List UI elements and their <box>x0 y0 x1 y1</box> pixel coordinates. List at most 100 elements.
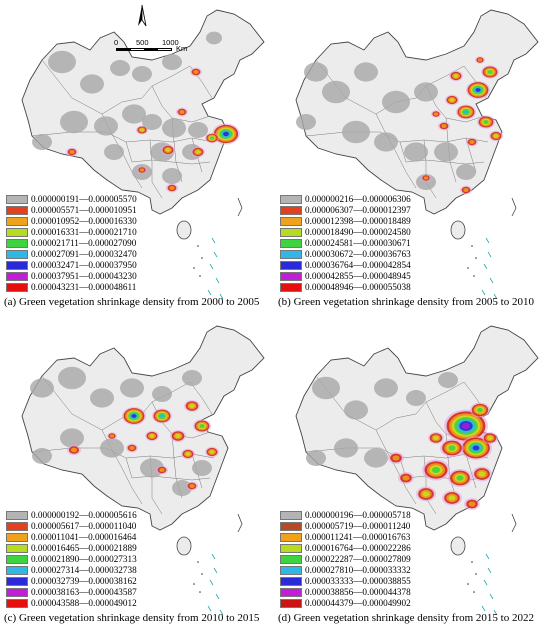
legend-label: 0.000011241—0.000016763 <box>305 532 411 542</box>
legend-swatch <box>280 239 302 248</box>
legend-item: 0.000044379—0.000049902 <box>280 598 470 609</box>
legend-item: 0.000021711—0.000027090 <box>6 238 196 249</box>
south-china-sea-islands <box>467 237 498 300</box>
legend-item: 0.000011041—0.000016464 <box>6 532 196 543</box>
caption: (a) Green vegetation shrinkage density f… <box>4 296 260 308</box>
map-panel-d: 0.000000196—0.000005718 0.000005719—0.000… <box>276 318 548 630</box>
legend-item: 0.000043588—0.000049012 <box>6 598 196 609</box>
density-hotspots <box>296 56 503 195</box>
south-china-sea-islands <box>193 553 224 616</box>
legend-item: 0.000006307—0.000012397 <box>280 205 470 216</box>
scale-tick-0: 0 <box>114 38 119 47</box>
scale-unit: Km <box>176 44 188 53</box>
legend-swatch <box>6 511 28 520</box>
legend: 0.000000216—0.000006306 0.000006307—0.000… <box>280 194 470 293</box>
caption: (b) Green vegetation shrinkage density f… <box>278 296 534 308</box>
legend-label: 0.000037951—0.000043230 <box>31 271 137 281</box>
legend-item: 0.000032739—0.000038162 <box>6 576 196 587</box>
map-panel-b: 0.000000216—0.000006306 0.000006307—0.000… <box>276 2 548 314</box>
density-hotspots <box>32 31 240 193</box>
legend-item: 0.000032471—0.000037950 <box>6 260 196 271</box>
scale-tick-1000: 1000 <box>162 38 179 47</box>
legend-swatch <box>6 228 28 237</box>
legend-item: 0.000016465—0.000021889 <box>6 543 196 554</box>
legend-swatch <box>280 228 302 237</box>
scale-tick-500: 500 <box>136 38 149 47</box>
density-hotspots <box>306 372 498 510</box>
legend-swatch <box>280 544 302 553</box>
caption: (d) Green vegetation shrinkage density f… <box>278 612 534 624</box>
legend-item: 0.000027810—0.000033332 <box>280 565 470 576</box>
legend-swatch <box>280 533 302 542</box>
legend-swatch <box>6 272 28 281</box>
legend-label: 0.000027314—0.000032738 <box>31 565 137 575</box>
legend-label: 0.000016764—0.000022286 <box>305 543 411 553</box>
south-china-sea-islands <box>467 553 498 616</box>
legend-label: 0.000012398—0.000018489 <box>305 216 411 226</box>
legend-swatch <box>280 511 302 520</box>
legend-label: 0.000030672—0.000036763 <box>305 249 411 259</box>
legend-label: 0.000010952—0.000016330 <box>31 216 137 226</box>
legend-item: 0.000033333—0.000038855 <box>280 576 470 587</box>
legend-item: 0.000005617—0.000011040 <box>6 521 196 532</box>
legend-label: 0.000044379—0.000049902 <box>305 598 411 608</box>
legend-label: 0.000000192—0.000005616 <box>31 510 137 520</box>
legend-swatch <box>6 555 28 564</box>
legend: 0.000000192—0.000005616 0.000005617—0.000… <box>6 510 196 609</box>
legend-label: 0.000011041—0.000016464 <box>31 532 137 542</box>
legend-item: 0.000012398—0.000018489 <box>280 216 470 227</box>
legend-item: 0.000043231—0.000048611 <box>6 282 196 293</box>
legend-label: 0.000043231—0.000048611 <box>31 282 137 292</box>
legend-swatch <box>6 599 28 608</box>
legend-item: 0.000030672—0.000036763 <box>280 249 470 260</box>
legend-swatch <box>6 195 28 204</box>
legend-label: 0.000038856—0.000044378 <box>305 587 411 597</box>
legend-item: 0.000027314—0.000032738 <box>6 565 196 576</box>
legend-label: 0.000005719—0.000011240 <box>305 521 411 531</box>
legend-item: 0.000010952—0.000016330 <box>6 216 196 227</box>
legend-item: 0.000038163—0.000043587 <box>6 587 196 598</box>
legend-swatch <box>6 522 28 531</box>
legend-swatch <box>6 206 28 215</box>
legend-label: 0.000016331—0.000021710 <box>31 227 137 237</box>
legend-item: 0.000036764—0.000042854 <box>280 260 470 271</box>
legend-label: 0.000021890—0.000027313 <box>31 554 137 564</box>
legend-item: 0.000018490—0.000024580 <box>280 227 470 238</box>
legend-label: 0.000032739—0.000038162 <box>31 576 137 586</box>
legend-swatch <box>280 217 302 226</box>
legend-item: 0.000000191—0.000005570 <box>6 194 196 205</box>
legend-label: 0.000036764—0.000042854 <box>305 260 411 270</box>
legend-item: 0.000016764—0.000022286 <box>280 543 470 554</box>
legend-item: 0.000038856—0.000044378 <box>280 587 470 598</box>
legend-item: 0.000000196—0.000005718 <box>280 510 470 521</box>
legend-label: 0.000006307—0.000012397 <box>305 205 411 215</box>
legend-swatch <box>6 566 28 575</box>
legend-item: 0.000005719—0.000011240 <box>280 521 470 532</box>
legend-swatch <box>280 283 302 292</box>
legend-label: 0.000032471—0.000037950 <box>31 260 137 270</box>
legend-swatch <box>280 272 302 281</box>
legend-label: 0.000024581—0.000030671 <box>305 238 411 248</box>
legend-swatch <box>6 577 28 586</box>
legend-swatch <box>280 250 302 259</box>
legend-label: 0.000000216—0.000006306 <box>305 194 411 204</box>
legend-label: 0.000018490—0.000024580 <box>305 227 411 237</box>
legend-swatch <box>280 195 302 204</box>
map-panel-c: 0.000000192—0.000005616 0.000005617—0.000… <box>2 318 274 630</box>
legend-swatch <box>6 588 28 597</box>
legend-swatch <box>280 206 302 215</box>
legend-swatch <box>280 577 302 586</box>
legend: 0.000000196—0.000005718 0.000005719—0.000… <box>280 510 470 609</box>
legend-swatch <box>6 250 28 259</box>
legend-swatch <box>6 239 28 248</box>
map-panel-a: 0 500 1000 Km 0.000000191—0.000005570 0.0… <box>2 2 274 314</box>
legend-item: 0.000024581—0.000030671 <box>280 238 470 249</box>
legend-label: 0.000027091—0.000032470 <box>31 249 137 259</box>
legend-label: 0.000022287—0.000027809 <box>305 554 411 564</box>
legend-swatch <box>6 533 28 542</box>
scale-bar: 0 500 1000 Km <box>114 38 194 58</box>
legend-item: 0.000000192—0.000005616 <box>6 510 196 521</box>
legend-item: 0.000037951—0.000043230 <box>6 271 196 282</box>
caption: (c) Green vegetation shrinkage density f… <box>4 612 260 624</box>
legend-label: 0.000021711—0.000027090 <box>31 238 137 248</box>
